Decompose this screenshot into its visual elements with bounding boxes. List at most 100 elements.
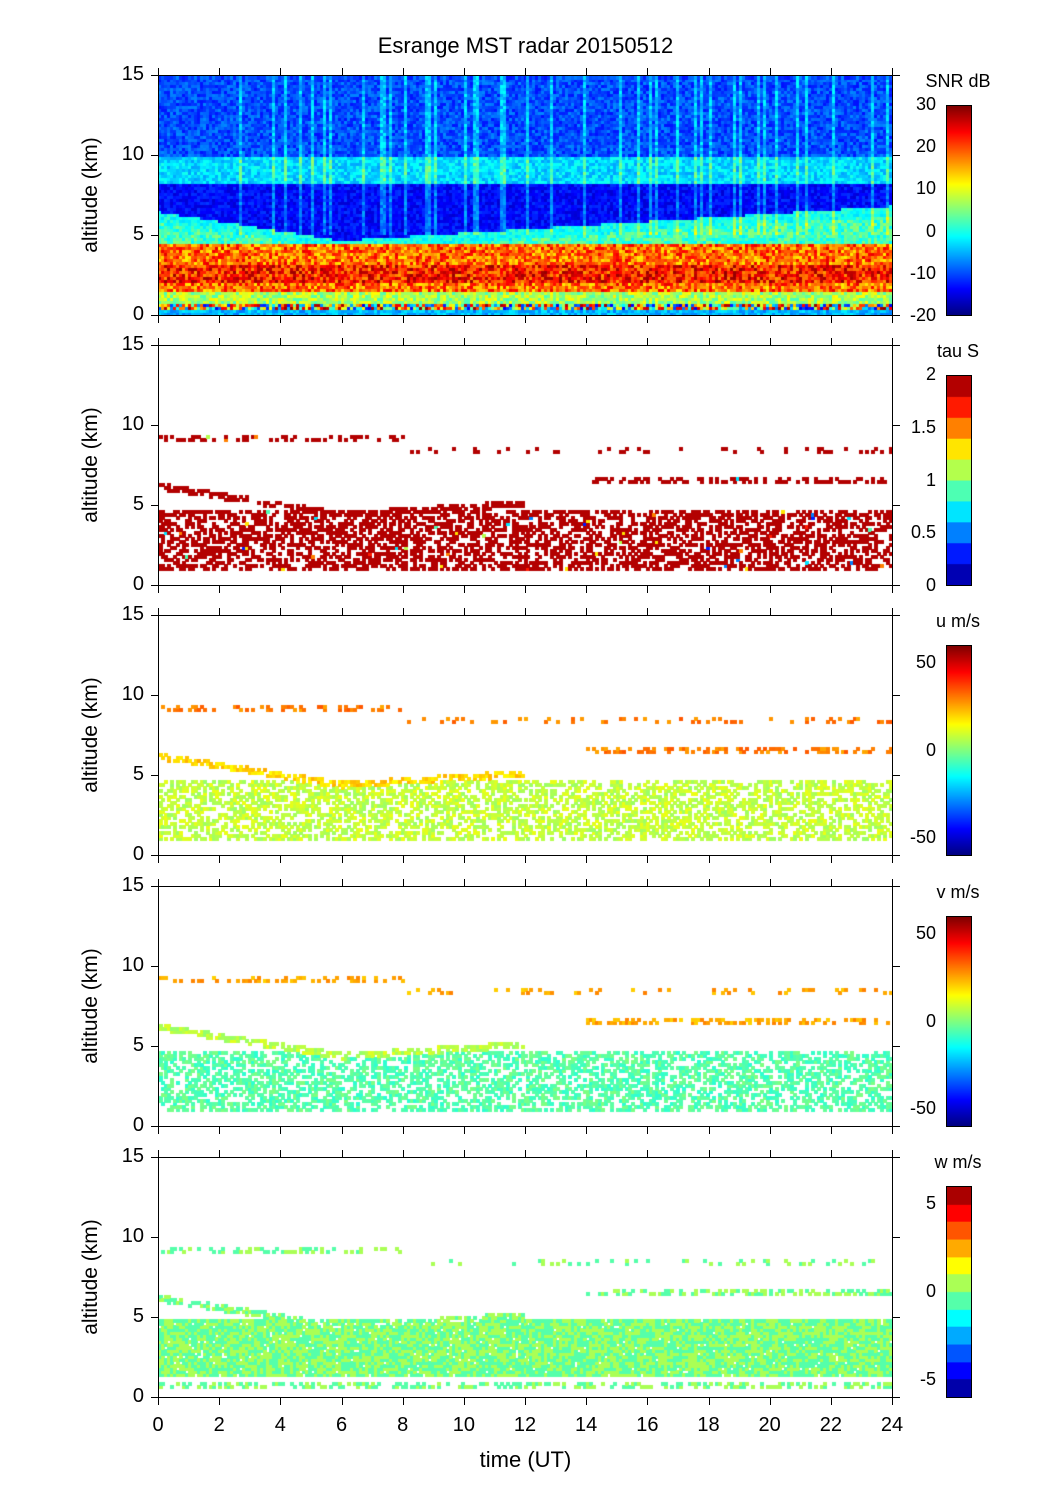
x-tick-mark — [708, 1127, 710, 1134]
x-tick-mark — [341, 1150, 343, 1157]
x-tick-mark — [708, 68, 710, 75]
y-tick-mark — [151, 345, 158, 346]
y-tick-mark — [893, 315, 900, 316]
x-tick-mark — [647, 68, 649, 75]
y-tick-mark — [151, 505, 158, 506]
x-tick-mark — [402, 1398, 404, 1405]
x-tick-mark — [830, 608, 832, 615]
y-tick-label: 0 — [132, 1385, 144, 1407]
x-tick-mark — [219, 608, 221, 615]
x-tick-mark — [647, 879, 649, 886]
y-tick-mark — [151, 775, 158, 776]
x-tick-mark — [280, 316, 282, 323]
x-tick-mark — [463, 856, 465, 863]
y-tick-label: 10 — [121, 143, 144, 165]
y-tick-mark — [151, 585, 158, 586]
x-tick-mark — [647, 1150, 649, 1157]
x-tick-mark — [280, 338, 282, 345]
v-heatmap — [158, 886, 893, 1127]
x-tick-mark — [219, 1398, 221, 1405]
x-tick-mark — [402, 856, 404, 863]
y-axis-label: altitude (km) — [79, 677, 102, 793]
x-tick-mark — [463, 1398, 465, 1405]
y-tick-mark — [151, 315, 158, 316]
y-tick-mark — [893, 886, 900, 887]
x-tick-mark — [525, 316, 526, 323]
x-tick-label: 14 — [575, 1414, 598, 1436]
y-tick-mark — [151, 1237, 158, 1238]
u-heatmap-cells — [159, 616, 892, 855]
y-tick-mark — [151, 1397, 158, 1398]
panel-u: altitude (km) 0 5 10 15 u m/s -50 0 50 — [79, 603, 980, 865]
w-colorbar-tick-label: -5 — [919, 1369, 936, 1390]
x-tick-mark — [769, 316, 771, 323]
y-tick-label: 15 — [121, 1145, 144, 1167]
x-tick-mark — [647, 608, 649, 615]
w-colorbar-label: w m/s — [934, 1152, 982, 1172]
x-tick-label: 24 — [880, 1414, 904, 1436]
panel-snr: altitude (km) 0 5 10 15 SNR dB -20 -10 0 10 20 30 — [79, 63, 991, 325]
snr-colorbar-label: SNR dB — [925, 71, 991, 91]
y-tick-mark — [893, 505, 900, 506]
y-tick-mark — [151, 1126, 158, 1127]
u-colorbar-tick-label: 50 — [915, 651, 936, 672]
y-tick-mark — [893, 855, 900, 856]
tau-colorbar-tick-label: 2 — [925, 364, 936, 384]
x-tick-mark — [708, 1398, 710, 1405]
x-tick-mark — [769, 856, 771, 863]
x-tick-mark — [463, 316, 465, 323]
x-tick-mark — [158, 608, 159, 615]
x-tick-mark — [769, 879, 771, 886]
x-tick-mark — [158, 879, 159, 886]
y-axis-label: altitude (km) — [79, 1219, 102, 1335]
x-tick-mark — [158, 856, 159, 863]
x-tick-mark — [769, 1127, 771, 1134]
x-tick-mark — [892, 879, 893, 886]
x-tick-mark — [341, 68, 343, 75]
x-tick-mark — [769, 586, 771, 593]
x-tick-mark — [708, 1150, 710, 1157]
x-tick-mark — [402, 338, 404, 345]
y-tick-mark — [151, 75, 158, 76]
y-tick-mark — [893, 75, 900, 76]
x-tick-mark — [647, 1127, 649, 1134]
x-tick-mark — [708, 608, 710, 615]
x-tick-mark — [219, 879, 221, 886]
y-tick-mark — [893, 1237, 900, 1238]
y-tick-mark — [893, 345, 900, 346]
y-tick-label: 10 — [121, 683, 144, 705]
x-tick-mark — [525, 1398, 526, 1405]
y-tick-mark — [151, 966, 158, 967]
panel-w: altitude (km) 0 5 10 15 0 2 4 6 8 10 12 14 16 18 20 22 24… — [79, 1145, 982, 1436]
x-tick-label: 20 — [758, 1414, 781, 1436]
x-tick-mark — [525, 879, 526, 886]
x-tick-mark — [341, 1127, 343, 1134]
x-tick-mark — [463, 586, 465, 593]
chart-title: Esrange MST radar 20150512 — [377, 33, 674, 58]
x-tick-mark — [219, 856, 221, 863]
v-colorbar-tick-label: 50 — [915, 922, 936, 943]
x-tick-mark — [463, 1127, 465, 1134]
x-tick-mark — [769, 338, 771, 345]
y-tick-label: 0 — [132, 573, 144, 595]
x-tick-mark — [525, 1150, 526, 1157]
y-tick-label: 0 — [132, 1114, 144, 1136]
x-tick-mark — [708, 316, 710, 323]
x-tick-mark — [830, 856, 832, 863]
tau-colorbar-label: tau S — [936, 341, 980, 361]
x-tick-mark — [158, 1150, 159, 1157]
x-tick-mark — [280, 856, 282, 863]
y-tick-mark — [893, 1157, 900, 1158]
x-tick-mark — [463, 1150, 465, 1157]
tau-colorbar-tick-label: 1 — [925, 469, 936, 490]
x-tick-mark — [830, 1398, 832, 1405]
x-tick-mark — [158, 338, 159, 345]
x-tick-mark — [586, 316, 588, 323]
tau-colorbar-tick-label: 0.5 — [910, 522, 936, 543]
y-tick-mark — [151, 1317, 158, 1318]
x-tick-mark — [769, 608, 771, 615]
x-tick-mark — [341, 1398, 343, 1405]
x-tick-mark — [341, 316, 343, 323]
snr-heatmap — [158, 75, 893, 316]
x-tick-mark — [892, 1398, 893, 1405]
